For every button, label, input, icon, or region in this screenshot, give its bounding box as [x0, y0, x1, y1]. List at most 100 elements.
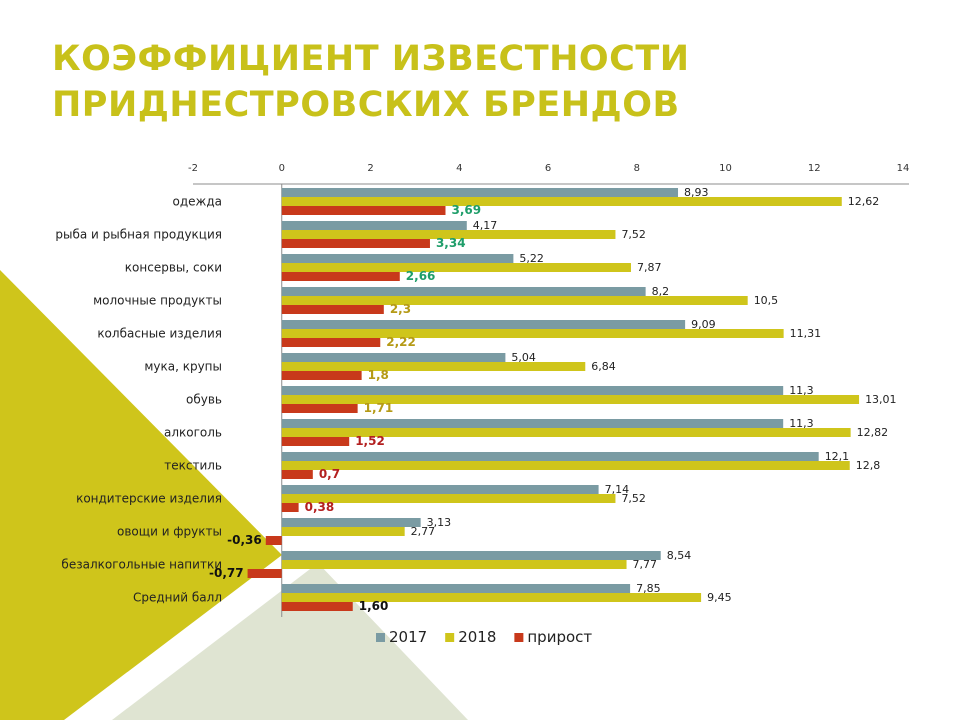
data-label-2017: 3,13 [427, 516, 452, 529]
data-label-прирост: 1,8 [368, 368, 389, 382]
data-label-прирост: 0,7 [319, 467, 340, 481]
category-label: молочные продукты [93, 294, 222, 308]
decor-triangle-sage [112, 563, 468, 720]
slide-title: КОЭФФИЦИЕНТ ИЗВЕСТНОСТИ ПРИДНЕСТРОВСКИХ … [52, 36, 932, 128]
data-label-2018: 12,8 [856, 459, 881, 472]
category-label: колбасные изделия [97, 327, 222, 341]
x-tick-label: 14 [897, 163, 910, 174]
bar-прирост [247, 569, 282, 578]
data-label-2018: 10,5 [754, 294, 779, 307]
data-label-2017: 7,14 [605, 483, 630, 496]
bar-прирост [281, 503, 299, 512]
data-label-2018: 12,82 [857, 426, 889, 439]
data-label-2017: 5,04 [511, 351, 536, 364]
bar-2017 [281, 386, 784, 395]
bar-2017 [281, 221, 467, 230]
category-label: консервы, соки [125, 261, 222, 275]
data-label-2018: 7,77 [633, 558, 658, 571]
bar-2017 [281, 551, 661, 560]
decor-triangle-yellow [0, 270, 282, 720]
data-label-2017: 12,1 [825, 450, 850, 463]
category-labels: одежда рыба и рыбная продукция консервы, с… [55, 195, 222, 605]
data-label-прирост: -0,77 [209, 566, 244, 580]
x-tick-label: 4 [456, 163, 462, 174]
bar-2017 [281, 419, 784, 428]
data-label-2017: 9,09 [691, 318, 716, 331]
bar-прирост [281, 470, 313, 479]
legend-swatch-2017 [376, 633, 385, 642]
slide-title-line-1: КОЭФФИЦИЕНТ ИЗВЕСТНОСТИ [52, 39, 690, 79]
data-label-прирост: 3,34 [436, 236, 466, 250]
data-label-прирост: 1,52 [355, 434, 385, 448]
category-label: безалкогольные напитки [61, 558, 222, 572]
category-label: мука, крупы [144, 360, 222, 374]
legend: 2017 2018 прирост [376, 628, 592, 646]
bar-прирост [281, 206, 446, 215]
category-label: алкоголь [164, 426, 222, 440]
x-tick-label: 10 [719, 163, 732, 174]
bar-2017 [281, 485, 599, 494]
data-label-2017: 8,2 [652, 285, 670, 298]
bar-2018 [281, 362, 586, 371]
legend-label-2017: 2017 [389, 628, 427, 646]
data-label-2018: 7,87 [637, 261, 662, 274]
data-label-2018: 11,31 [790, 327, 822, 340]
bar-прирост [281, 338, 381, 347]
data-label-2017: 8,54 [667, 549, 692, 562]
bar-2018 [281, 263, 631, 272]
bar-прирост [281, 239, 430, 248]
bar-2018 [281, 560, 627, 569]
data-label-2017: 4,17 [473, 219, 498, 232]
bar-2017 [281, 353, 506, 362]
bar-2017 [281, 188, 679, 197]
bar-прирост [281, 437, 350, 446]
data-label-прирост: 2,22 [386, 335, 416, 349]
bar-прирост [281, 602, 353, 611]
category-label: кондитерские изделия [76, 492, 222, 506]
bar-2017 [281, 584, 631, 593]
bar-2018 [281, 395, 860, 404]
bar-прирост [265, 536, 282, 545]
x-tick-label: 0 [279, 163, 285, 174]
bar-прирост [281, 305, 384, 314]
bar-2018 [281, 593, 702, 602]
bar-2018 [281, 428, 851, 437]
bars: 8,93 12,62 3,69 4,17 7,52 3,34 5,22 7,87 2,66 8,2… [209, 186, 897, 613]
bar-2018 [281, 197, 842, 206]
bar-2018 [281, 230, 616, 239]
data-label-прирост: 1,60 [359, 599, 389, 613]
bar-2017 [281, 518, 421, 527]
data-label-прирост: 2,3 [390, 302, 411, 316]
data-label-прирост: 1,71 [364, 401, 394, 415]
data-label-2018: 12,62 [848, 195, 880, 208]
x-tick-label: 12 [808, 163, 821, 174]
bar-прирост [281, 272, 400, 281]
data-label-2018: 13,01 [865, 393, 897, 406]
bar-2018 [281, 494, 616, 503]
legend-label-2018: 2018 [458, 628, 496, 646]
category-label: рыба и рыбная продукция [55, 228, 222, 242]
data-label-прирост: 3,69 [451, 203, 481, 217]
slide-title-line-2: ПРИДНЕСТРОВСКИХ БРЕНДОВ [52, 85, 680, 125]
bar-2017 [281, 254, 514, 263]
bar-2018 [281, 329, 784, 338]
category-label: текстиль [164, 459, 222, 473]
category-label: Средний балл [133, 591, 222, 605]
bar-2017 [281, 452, 819, 461]
category-label: одежда [173, 195, 222, 209]
legend-swatch-2018 [445, 633, 455, 642]
bar-прирост [281, 404, 358, 413]
legend-label-прирост: прирост [527, 628, 592, 646]
category-label: овощи и фрукты [117, 525, 222, 539]
data-label-2017: 11,3 [789, 417, 814, 430]
bar-2018 [281, 527, 405, 536]
bar-2018 [281, 461, 850, 470]
data-label-2018: 7,52 [621, 492, 646, 505]
data-label-2018: 6,84 [591, 360, 616, 373]
x-tick-label: 2 [367, 163, 373, 174]
legend-swatch-прирост [514, 633, 524, 642]
data-label-прирост: 2,66 [406, 269, 436, 283]
data-label-2017: 7,85 [636, 582, 661, 595]
x-tick-label: 6 [545, 163, 551, 174]
x-tick-label: 8 [634, 163, 640, 174]
